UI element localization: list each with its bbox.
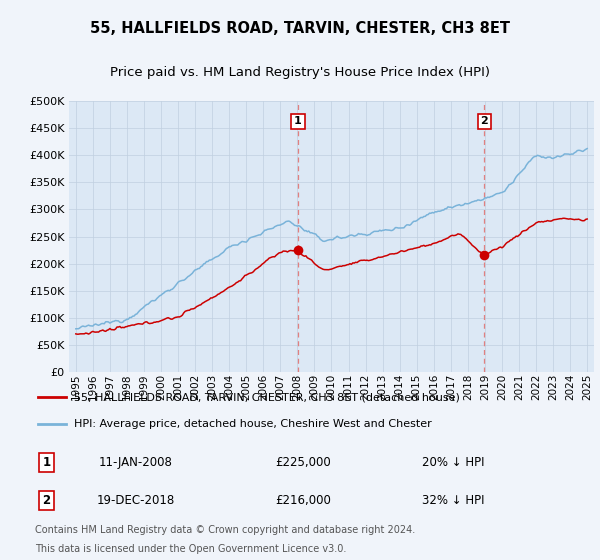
Text: 19-DEC-2018: 19-DEC-2018 (97, 494, 175, 507)
Text: 2: 2 (42, 494, 50, 507)
Text: £216,000: £216,000 (275, 494, 331, 507)
Text: 55, HALLFIELDS ROAD, TARVIN, CHESTER, CH3 8ET (detached house): 55, HALLFIELDS ROAD, TARVIN, CHESTER, CH… (74, 393, 460, 402)
Text: 20% ↓ HPI: 20% ↓ HPI (422, 456, 485, 469)
Text: HPI: Average price, detached house, Cheshire West and Chester: HPI: Average price, detached house, Ches… (74, 419, 432, 430)
Text: 1: 1 (42, 456, 50, 469)
Text: £225,000: £225,000 (275, 456, 331, 469)
Text: 32% ↓ HPI: 32% ↓ HPI (422, 494, 485, 507)
Text: This data is licensed under the Open Government Licence v3.0.: This data is licensed under the Open Gov… (35, 544, 347, 554)
Text: 55, HALLFIELDS ROAD, TARVIN, CHESTER, CH3 8ET: 55, HALLFIELDS ROAD, TARVIN, CHESTER, CH… (90, 21, 510, 36)
Text: Contains HM Land Registry data © Crown copyright and database right 2024.: Contains HM Land Registry data © Crown c… (35, 525, 415, 535)
Text: Price paid vs. HM Land Registry's House Price Index (HPI): Price paid vs. HM Land Registry's House … (110, 66, 490, 79)
Text: 2: 2 (481, 116, 488, 127)
Text: 1: 1 (294, 116, 302, 127)
Text: 11-JAN-2008: 11-JAN-2008 (98, 456, 173, 469)
